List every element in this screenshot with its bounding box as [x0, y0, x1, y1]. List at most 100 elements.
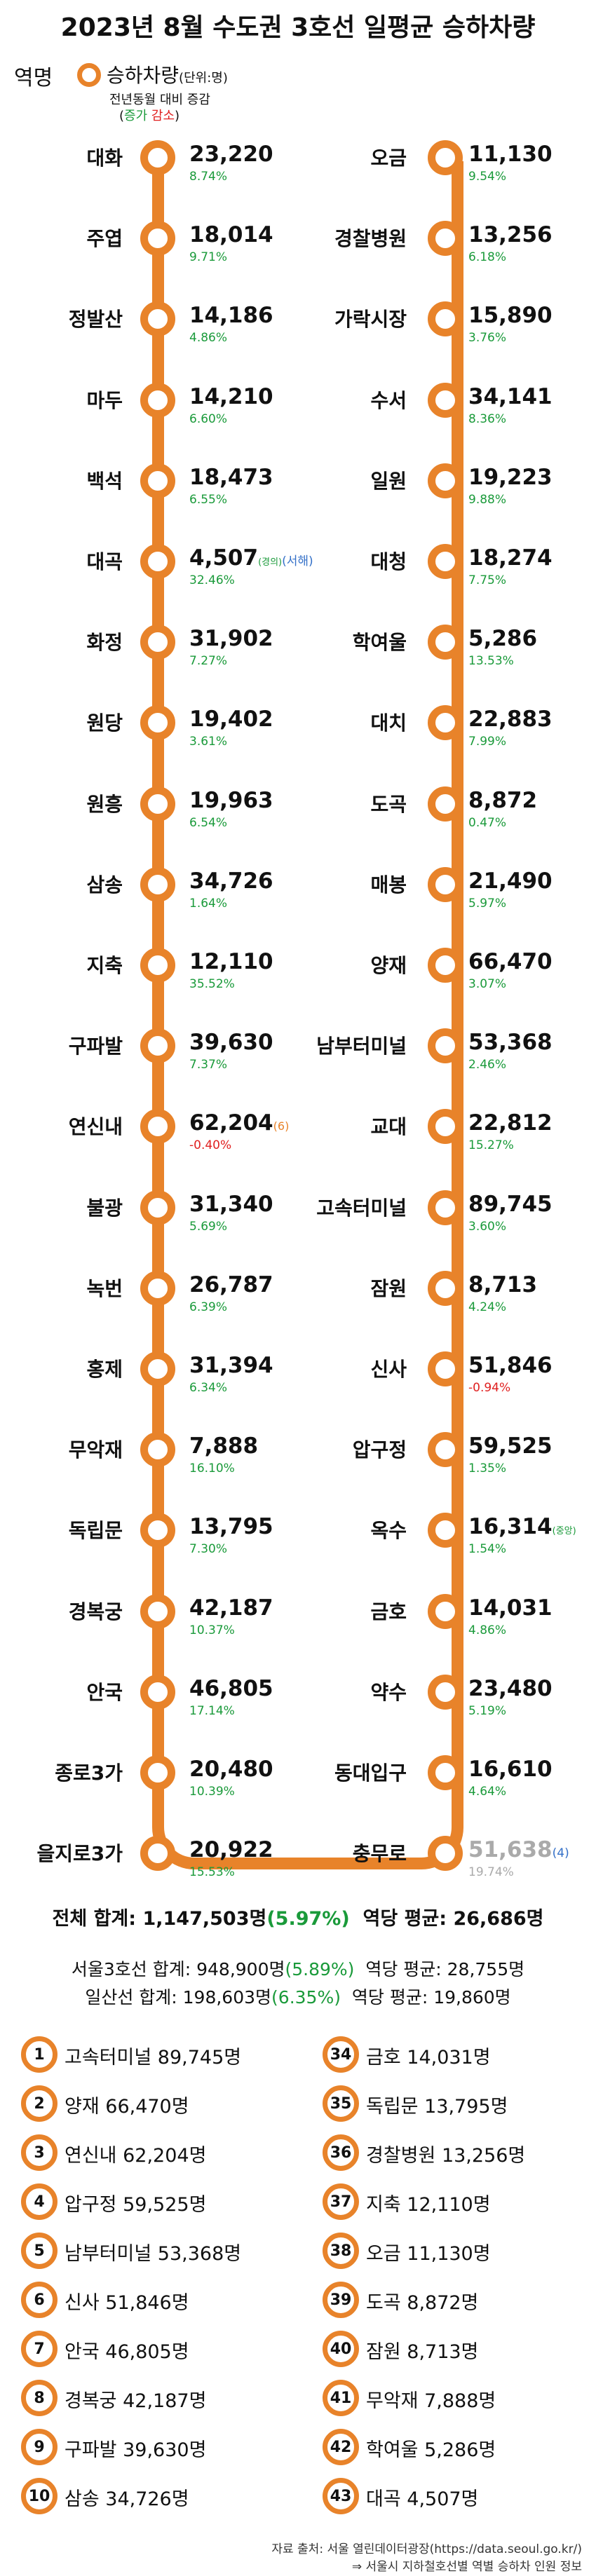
station-name: 대치: [370, 711, 407, 735]
station-value: 13,256: [468, 222, 553, 247]
station-name: 가락시장: [334, 308, 407, 332]
station-value: 22,812: [468, 1110, 553, 1136]
station-value: 18,473: [189, 465, 273, 490]
station-value-number: 18,014: [189, 222, 273, 248]
station-change-pct: 9.71%: [189, 250, 228, 265]
station-value-number: 31,394: [189, 1353, 273, 1378]
station-circle-icon: [428, 705, 463, 741]
station-name: 지축: [86, 954, 123, 977]
rank-text: 경복궁 42,187명: [65, 2390, 207, 2412]
station-value-number: 21,490: [468, 868, 553, 894]
station-change-pct: 3.07%: [468, 977, 507, 991]
station-value-number: 51,638: [468, 1837, 553, 1863]
station-change-pct: 7.30%: [189, 1542, 228, 1557]
avg-label: 역당 평균: 26,686명: [363, 1908, 544, 1930]
station-circle-icon: [140, 866, 175, 902]
rank-number: 40: [323, 2331, 359, 2367]
station-value: 18,014: [189, 222, 273, 247]
station-value: 8,713: [468, 1272, 537, 1297]
rank-text: 삼송 34,726명: [65, 2488, 189, 2510]
station-value: 26,787: [189, 1272, 273, 1297]
station-circle-icon: [140, 786, 175, 822]
rank-text: 연신내 62,204명: [65, 2145, 207, 2167]
station-name: 일원: [370, 469, 407, 493]
station-change-pct: 1.64%: [189, 896, 228, 911]
station-name: 교대: [370, 1115, 407, 1139]
station-value-number: 13,795: [189, 1514, 273, 1540]
station-circle-icon: [428, 382, 463, 418]
station-value-number: 8,872: [468, 787, 538, 813]
station-value: 7,888: [189, 1433, 258, 1459]
source-line-2: ⇒ 서울시 지하철호선별 역별 승하차 인원 정보: [351, 2560, 582, 2574]
station-value: 8,872: [468, 788, 537, 813]
station-value: 21,490: [468, 868, 553, 894]
station-change-pct: 9.54%: [468, 170, 507, 184]
rank-number: 42: [323, 2429, 359, 2465]
legend: 역명 승하차량(단위:명) 전년동월 대비 증감 (증가 감소): [14, 55, 309, 132]
station-name: 백석: [86, 469, 123, 493]
station-change-pct: 7.27%: [189, 654, 228, 669]
station-value: 23,220: [189, 142, 273, 167]
station-name: 고속터미널: [316, 1196, 407, 1220]
station-value-number: 26,787: [189, 1272, 273, 1297]
rank-number: 1: [21, 2036, 57, 2073]
rank-text: 안국 46,805명: [65, 2341, 189, 2363]
rank-number: 2: [21, 2085, 57, 2122]
station-value-number: 51,846: [468, 1353, 553, 1378]
station-circle-icon: [140, 1432, 175, 1468]
station-transfer-note: (6): [273, 1119, 290, 1133]
station-circle-icon: [140, 1755, 175, 1790]
rank-number: 37: [323, 2183, 359, 2220]
legend-unit: (단위:명): [179, 71, 228, 86]
station-value-number: 13,256: [468, 222, 553, 248]
station-circle-icon: [428, 140, 463, 175]
station-circle-icon: [428, 301, 463, 337]
station-value: 42,187: [189, 1595, 273, 1621]
rank-text: 무악재 7,888명: [366, 2390, 496, 2412]
rank-number: 5: [21, 2233, 57, 2269]
station-circle-icon: [140, 544, 175, 579]
station-change-pct: 6.55%: [189, 492, 228, 507]
station-circle-icon: [140, 140, 175, 175]
station-value: 15,890: [468, 303, 553, 328]
station-change-pct: 4.86%: [468, 1623, 507, 1637]
station-circle-icon: [140, 1028, 175, 1064]
station-transfer-note: (중앙): [552, 1526, 576, 1537]
rank-number: 6: [21, 2282, 57, 2318]
station-transfer-note: (경의): [258, 557, 283, 568]
source-line-1: 자료 출처: 서울 열린데이터광장(https://data.seoul.go.…: [271, 2542, 582, 2556]
station-value: 31,902: [189, 626, 273, 651]
ilsan-avg: 역당 평균: 19,860명: [351, 1987, 511, 2008]
station-value-number: 15,890: [468, 303, 553, 329]
station-value-number: 14,186: [189, 303, 273, 329]
station-value: 16,314(중앙): [468, 1514, 576, 1539]
legend-station-circle-icon: [77, 63, 101, 87]
seoul-label: 서울3호선 합계: 948,900명: [71, 1959, 285, 1979]
rank-text: 경찰병원 13,256명: [366, 2145, 526, 2167]
station-value: 46,805: [189, 1676, 273, 1701]
station-circle-icon: [428, 221, 463, 257]
station-value-number: 19,402: [189, 707, 273, 732]
source-note: 자료 출처: 서울 열린데이터광장(https://data.seoul.go.…: [271, 2539, 582, 2574]
station-value-number: 34,141: [468, 383, 553, 409]
station-value-number: 11,130: [468, 142, 553, 167]
station-value-number: 5,286: [468, 626, 538, 652]
ilsan-pct: (6.35%): [271, 1987, 341, 2008]
station-value-number: 62,204: [189, 1110, 273, 1136]
station-transfer-note: (서해): [282, 554, 313, 568]
station-change-pct: 35.52%: [189, 977, 235, 991]
station-value: 51,846: [468, 1353, 553, 1378]
station-change-pct: 3.76%: [468, 331, 507, 346]
station-name: 녹번: [86, 1276, 123, 1300]
rank-text: 고속터미널 89,745명: [65, 2047, 242, 2069]
station-circle-icon: [140, 1109, 175, 1145]
station-circle-icon: [428, 1593, 463, 1629]
station-value: 62,204(6): [189, 1110, 289, 1136]
station-name: 원흥: [86, 792, 123, 816]
station-name: 경찰병원: [334, 227, 407, 251]
station-value-number: 12,110: [189, 949, 273, 974]
station-name: 금호: [370, 1600, 407, 1623]
station-circle-icon: [428, 463, 463, 498]
station-value-number: 46,805: [189, 1675, 273, 1701]
station-change-pct: 6.39%: [189, 1300, 228, 1314]
